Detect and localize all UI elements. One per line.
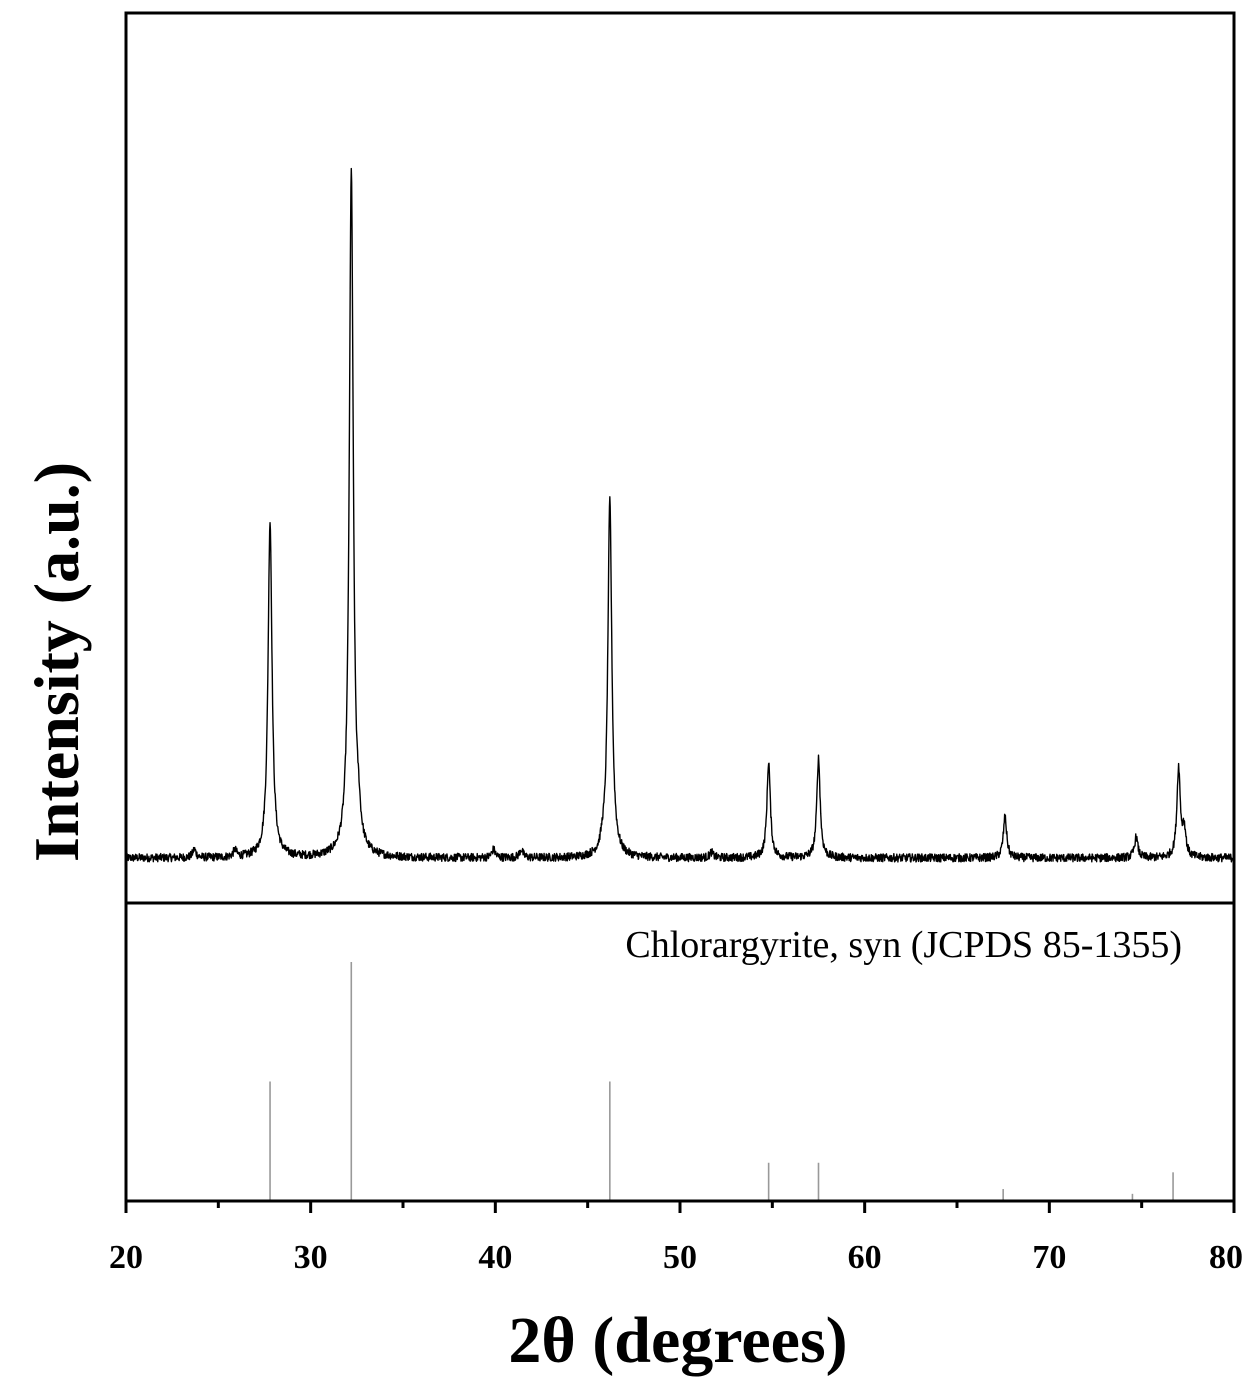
reference-sticks <box>269 962 1174 1201</box>
x-tick-label: 20 <box>109 1239 143 1276</box>
x-axis-title: 2θ (degrees) <box>508 1304 847 1377</box>
xrd-pattern-line <box>125 167 1235 863</box>
x-axis-tick-labels: 20 30 40 50 60 70 80 <box>109 1239 1243 1276</box>
x-tick-label: 40 <box>478 1239 512 1276</box>
x-tick-label: 30 <box>294 1239 328 1276</box>
reference-pattern-label: Chlorargyrite, syn (JCPDS 85-1355) <box>625 924 1182 966</box>
x-tick-label: 70 <box>1032 1239 1066 1276</box>
y-axis-title: Intensity (a.u.) <box>21 462 92 862</box>
x-axis-ticks <box>124 1201 1236 1213</box>
x-tick-label: 50 <box>663 1239 697 1276</box>
x-tick-label: 80 <box>1209 1239 1243 1276</box>
x-tick-label: 60 <box>848 1239 882 1276</box>
